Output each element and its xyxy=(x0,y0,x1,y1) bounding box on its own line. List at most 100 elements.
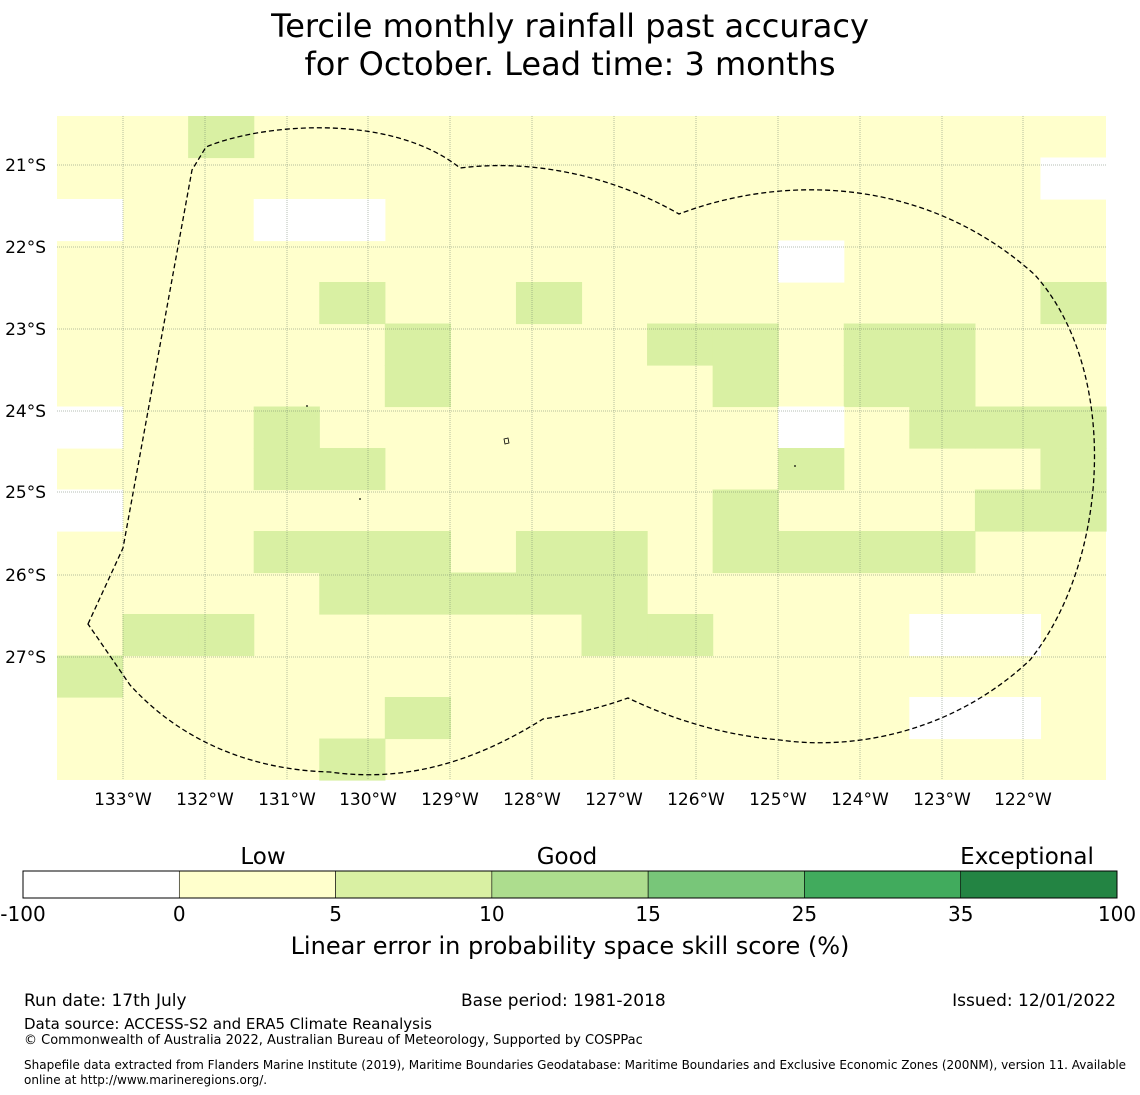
skill-cell xyxy=(909,531,976,574)
skill-map: 133°W 132°W 131°W 130°W 129°W 128°W 127°W 126°W… xyxy=(0,116,1136,960)
longitude-label: 130°W xyxy=(339,790,397,810)
island-mark xyxy=(794,465,796,467)
latitude-label: 23°S xyxy=(5,320,46,340)
colorbar-tick-label: 5 xyxy=(329,902,342,926)
skill-cell xyxy=(515,282,583,325)
skill-cell xyxy=(384,531,451,574)
skill-cell xyxy=(384,572,451,615)
colorbar-tick-label: 0 xyxy=(173,902,186,926)
colorbar-title: Linear error in probability space skill … xyxy=(291,932,850,960)
skill-cell xyxy=(778,531,845,574)
skill-cell xyxy=(778,448,845,491)
island-mark xyxy=(306,405,308,407)
longitude-label: 122°W xyxy=(994,790,1052,810)
skill-cell xyxy=(843,323,910,366)
skill-cell xyxy=(384,323,451,366)
island-mark xyxy=(359,498,361,500)
skill-cell xyxy=(647,323,714,366)
skill-cell xyxy=(253,448,320,491)
longitude-label: 127°W xyxy=(585,790,643,810)
skill-cell xyxy=(188,614,255,657)
shapefile-credit: Shapefile data extracted from Flanders M… xyxy=(24,1058,1127,1087)
colorbar-tick-label: 100 xyxy=(1098,902,1136,926)
skill-cell xyxy=(319,199,386,242)
colorbar-category-label: Low xyxy=(240,844,285,870)
skill-cell xyxy=(384,697,451,740)
skill-cell xyxy=(581,614,648,657)
skill-cell xyxy=(122,614,189,657)
longitude-label: 125°W xyxy=(749,790,807,810)
base-period: Base period: 1981-2018 xyxy=(461,991,666,1011)
skill-cell xyxy=(778,406,845,449)
skill-cell xyxy=(909,323,976,366)
latitude-label: 26°S xyxy=(5,566,46,586)
skill-cell xyxy=(1040,406,1107,449)
skill-cell xyxy=(450,572,517,615)
skill-cell xyxy=(581,531,648,574)
skill-cell xyxy=(1040,282,1107,325)
colorbar-segment xyxy=(178,870,336,899)
skill-cell xyxy=(843,365,910,408)
skill-cell xyxy=(909,406,976,449)
longitude-label: 129°W xyxy=(421,790,479,810)
skill-cell xyxy=(974,406,1042,449)
colorbar-tick-label: 15 xyxy=(635,902,660,926)
colorbar-segment xyxy=(335,870,493,899)
colorbar-tick-label: 25 xyxy=(792,902,817,926)
skill-cell xyxy=(778,240,845,283)
latitude-label: 27°S xyxy=(5,648,46,668)
latitude-label: 22°S xyxy=(5,238,46,258)
skill-cell xyxy=(974,614,1042,657)
skill-cell xyxy=(712,365,779,408)
colorbar-tick-label: 35 xyxy=(948,902,973,926)
skill-cell xyxy=(974,697,1042,740)
map-title-line2: for October. Lead time: 3 months xyxy=(304,45,836,83)
colorbar-segment xyxy=(22,870,180,899)
skill-cell xyxy=(253,406,320,449)
latitude-label: 21°S xyxy=(5,156,46,176)
skill-cell xyxy=(319,282,386,325)
skill-cell xyxy=(515,572,583,615)
skill-cell xyxy=(712,323,779,366)
skill-cell xyxy=(188,116,255,159)
colorbar-frame xyxy=(22,870,1118,899)
issued-date: Issued: 12/01/2022 xyxy=(952,991,1116,1011)
latitude-label: 24°S xyxy=(5,402,46,422)
copyright: © Commonwealth of Australia 2022, Austra… xyxy=(24,1033,643,1048)
skill-cell xyxy=(319,448,386,491)
skill-cell xyxy=(319,572,386,615)
skill-cell xyxy=(384,365,451,408)
skill-cell xyxy=(1040,489,1107,532)
map-title-line1: Tercile monthly rainfall past accuracy xyxy=(271,7,869,45)
skill-cell xyxy=(515,531,583,574)
skill-cell xyxy=(974,489,1042,532)
skill-cell xyxy=(712,489,779,532)
run-date: Run date: 17th July xyxy=(24,991,187,1011)
skill-cell xyxy=(1040,157,1107,200)
longitude-label: 133°W xyxy=(94,790,152,810)
eez-boundary xyxy=(87,127,1096,776)
longitude-label: 123°W xyxy=(913,790,971,810)
longitude-label: 124°W xyxy=(831,790,889,810)
data-source: Data source: ACCESS-S2 and ERA5 Climate … xyxy=(24,1015,432,1033)
skill-cell xyxy=(57,655,124,698)
skill-cell xyxy=(1040,448,1107,491)
colorbar-segment xyxy=(804,870,962,899)
colorbar-category-label: Exceptional xyxy=(960,844,1094,870)
skill-cell xyxy=(581,572,648,615)
skill-cell xyxy=(909,365,976,408)
colorbar-segment xyxy=(647,870,805,899)
longitude-label: 132°W xyxy=(176,790,234,810)
skill-cell xyxy=(57,199,124,242)
colorbar-category-label: Good xyxy=(537,844,598,870)
island-mark xyxy=(503,437,510,445)
colorbar-segment xyxy=(491,870,649,899)
skill-cell xyxy=(909,614,976,657)
skill-cell xyxy=(712,531,779,574)
longitude-label: 131°W xyxy=(258,790,316,810)
longitude-label: 128°W xyxy=(503,790,561,810)
latitude-label: 25°S xyxy=(5,483,46,503)
colorbar-segment xyxy=(960,870,1118,899)
skill-cell xyxy=(57,489,124,532)
skill-cell xyxy=(57,406,124,449)
